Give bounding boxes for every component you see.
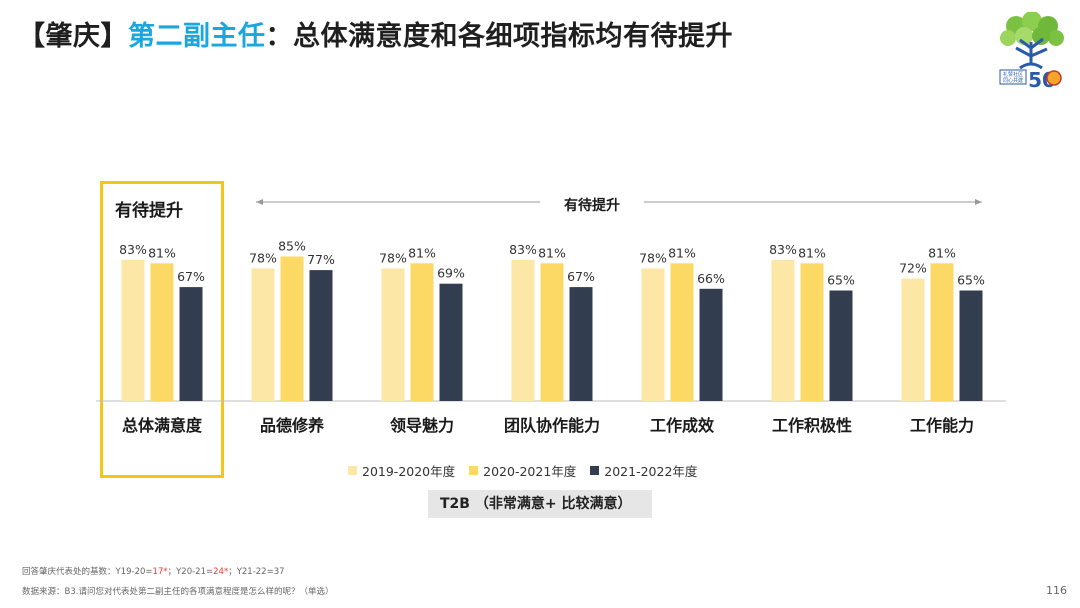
bar-value-label: 81% [148, 245, 176, 260]
logo: 礼赞社区 同心共建 50 [999, 12, 1064, 90]
bar [670, 263, 694, 401]
category-label: 工作能力 [910, 416, 974, 435]
bar-value-label: 78% [249, 250, 277, 265]
bar [930, 263, 954, 401]
bar-value-label: 81% [928, 245, 956, 260]
base-y20-value: 24* [213, 567, 229, 577]
bar [150, 263, 174, 401]
bar-value-label: 67% [567, 269, 595, 284]
legend-item: 2019-2020年度 [348, 461, 455, 480]
category-label: 品德修养 [260, 416, 325, 435]
bar [901, 278, 925, 401]
bar [309, 270, 333, 401]
title-statement: ：总体满意度和各细项指标均有待提升 [265, 21, 733, 52]
title-region: 【肇庆】 [18, 21, 128, 52]
category-label: 工作积极性 [772, 416, 852, 435]
bar-value-label: 85% [278, 239, 306, 254]
bar-value-label: 65% [957, 273, 985, 288]
bar-value-label: 69% [437, 266, 465, 281]
bar [179, 287, 203, 401]
bar [800, 263, 824, 401]
bar-value-label: 67% [177, 269, 205, 284]
base-y21: ；Y21-22=37 [228, 567, 285, 577]
legend-label: 2020-2021年度 [483, 464, 577, 479]
bar [381, 268, 405, 401]
category-label: 工作成效 [650, 416, 714, 435]
bar-value-label: 77% [307, 252, 335, 267]
bar-value-label: 83% [769, 242, 797, 257]
page-number: 116 [1046, 584, 1067, 597]
highlight-label: 有待提升 [115, 201, 183, 221]
category-label: 总体满意度 [122, 416, 203, 435]
category-label: 领导魅力 [390, 416, 454, 435]
bar [439, 283, 463, 401]
base-y19-value: 17* [152, 567, 168, 577]
bar [771, 259, 795, 401]
bar-value-label: 81% [408, 245, 436, 260]
bar-value-label: 65% [827, 273, 855, 288]
bar-value-label: 78% [639, 250, 667, 265]
bar-value-label: 83% [509, 242, 537, 257]
bar [959, 290, 983, 401]
legend: 2019-2020年度 2020-2021年度 2021-2022年度 [348, 461, 697, 480]
bar-value-label: 81% [668, 245, 696, 260]
base-y20: ；Y20-21= [167, 567, 214, 577]
logo-text-1: 礼赞社区 [1003, 71, 1023, 78]
legend-label: 2019-2020年度 [362, 464, 456, 479]
bar [540, 263, 564, 401]
legend-swatch [590, 466, 600, 475]
title-role: 第二副主任 [128, 21, 266, 52]
logo-text-2: 同心共建 [1003, 77, 1023, 84]
arrow-left-icon [256, 199, 263, 205]
data-source-note: 数据来源：B3.请问您对代表处第二副主任的各项满意程度是怎么样的呢？（单选） [22, 587, 334, 597]
legend-swatch [348, 466, 357, 475]
range-label: 有待提升 [540, 195, 644, 215]
bar [511, 259, 535, 401]
bar [699, 288, 723, 401]
emblem-icon [1046, 70, 1062, 86]
base-y19: Y19-20= [115, 567, 153, 577]
legend-item: 2021-2022年度 [590, 461, 697, 480]
bar-value-label: 78% [379, 250, 407, 265]
arrow-right-icon [975, 199, 982, 205]
highlight-frame [100, 181, 224, 478]
bar-value-label: 81% [538, 245, 566, 260]
tree-icon [1000, 12, 1064, 70]
page-title: 【肇庆】第二副主任：总体满意度和各细项指标均有待提升 [18, 14, 733, 53]
base-prefix: 回答肇庆代表处的基数： [22, 567, 116, 577]
bar-value-label: 66% [697, 271, 725, 286]
metric-label: T2B （非常满意+ 比较满意） [428, 490, 652, 518]
bar-value-label: 72% [899, 261, 927, 276]
bar-value-label: 81% [798, 245, 826, 260]
bar [569, 287, 593, 401]
bar [410, 263, 434, 401]
bar [280, 256, 304, 401]
category-label: 团队协作能力 [504, 416, 600, 435]
bar [251, 268, 275, 401]
bar-value-label: 83% [119, 242, 147, 257]
sample-base-note: 回答肇庆代表处的基数：Y19-20=17*；Y20-21=24*；Y21-22=… [22, 565, 285, 577]
legend-item: 2020-2021年度 [469, 461, 576, 480]
legend-swatch [469, 466, 479, 475]
bar [121, 259, 145, 401]
bar [829, 290, 853, 401]
bar [641, 268, 665, 401]
legend-label: 2021-2022年度 [604, 464, 698, 479]
